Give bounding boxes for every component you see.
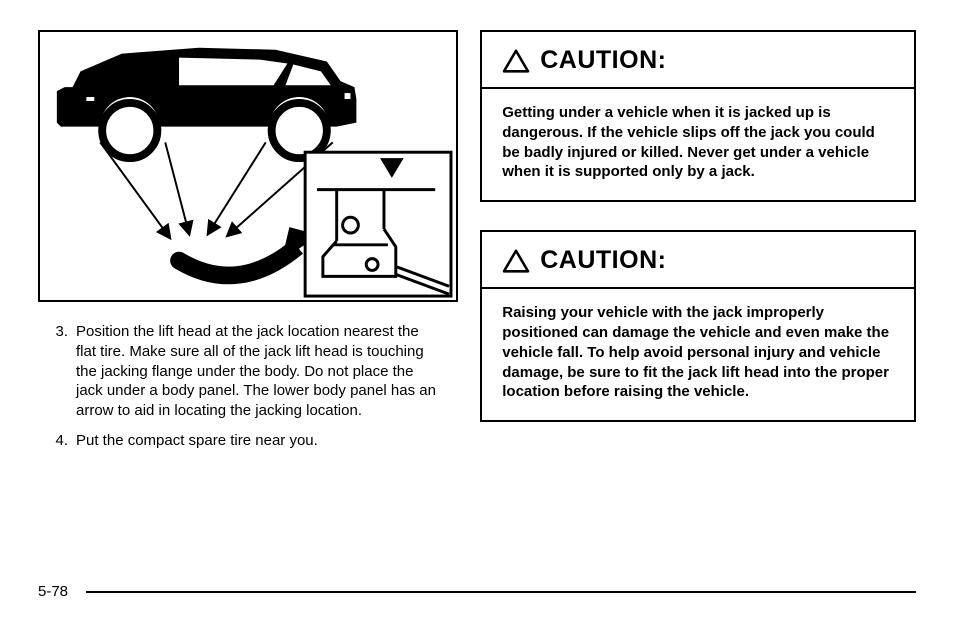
step-number: 4. [38,431,76,451]
right-column: CAUTION: Getting under a vehicle when it… [480,30,916,616]
left-column: 3. Position the lift head at the jack lo… [38,30,440,616]
jack-detail-inset [305,152,451,296]
page: 3. Position the lift head at the jack lo… [0,0,954,636]
caution-body: Raising your vehicle with the jack impro… [482,289,914,420]
page-footer: 5-78 [38,583,916,600]
caution-box: CAUTION: Raising your vehicle with the j… [480,230,916,422]
warning-icon [502,49,530,73]
page-number: 5-78 [38,583,68,600]
step-text: Put the compact spare tire near you. [76,431,440,451]
instruction-step: 4. Put the compact spare tire near you. [38,431,440,451]
caution-header: CAUTION: [482,32,914,89]
caution-body: Getting under a vehicle when it is jacke… [482,89,914,200]
caution-title: CAUTION: [540,46,666,75]
curved-arrow [170,227,319,275]
caution-header: CAUTION: [482,232,914,289]
step-text: Position the lift head at the jack locat… [76,322,440,421]
caution-box: CAUTION: Getting under a vehicle when it… [480,30,916,202]
warning-icon [502,249,530,273]
instruction-step: 3. Position the lift head at the jack lo… [38,322,440,421]
instruction-list: 3. Position the lift head at the jack lo… [38,322,440,451]
step-number: 3. [38,322,76,421]
caution-title: CAUTION: [540,246,666,275]
footer-rule [86,591,916,593]
jack-location-figure [38,30,458,302]
